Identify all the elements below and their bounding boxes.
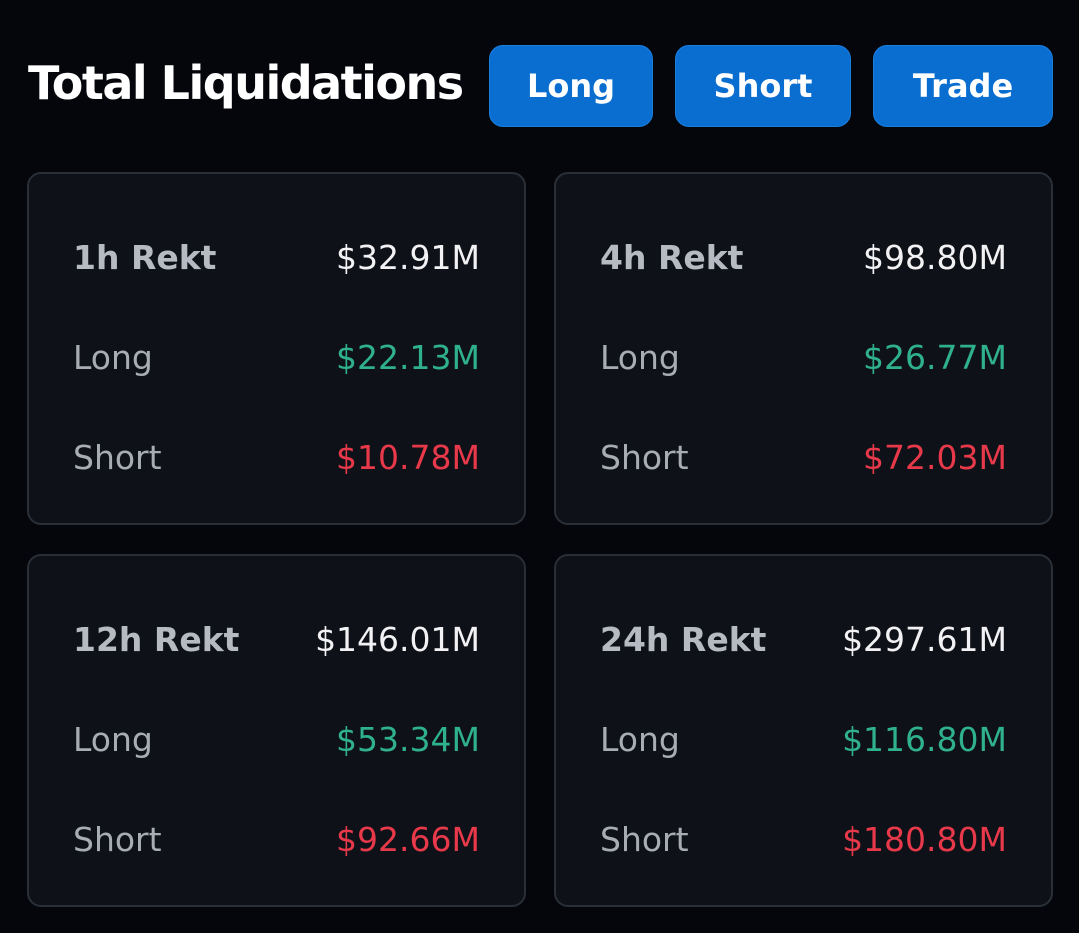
row-label: Long [600,337,680,377]
stat-row: Short $180.80M [600,814,1007,864]
stat-row: Short $92.66M [73,814,480,864]
row-label: Short [600,437,689,477]
row-value: $92.66M [336,819,480,859]
row-label: Short [73,819,162,859]
row-value: $32.91M [336,237,480,277]
row-value: $297.61M [842,619,1007,659]
stat-row: Long $116.80M [600,714,1007,764]
trade-button[interactable]: Trade [873,45,1053,127]
stat-row: 1h Rekt $32.91M [73,232,480,282]
stat-row: Short $72.03M [600,432,1007,482]
stat-row: Short $10.78M [73,432,480,482]
row-label: 1h Rekt [73,237,217,277]
row-value: $22.13M [336,337,480,377]
row-label: Long [600,719,680,759]
row-label: 24h Rekt [600,619,767,659]
stat-row: Long $26.77M [600,332,1007,382]
row-value: $26.77M [863,337,1007,377]
row-value: $146.01M [315,619,480,659]
row-value: $72.03M [863,437,1007,477]
stat-card: 24h Rekt $297.61M Long $116.80M Short $180.80… [554,554,1053,907]
row-label: Short [600,819,689,859]
row-value: $116.80M [842,719,1007,759]
row-value: $180.80M [842,819,1007,859]
stat-card: 4h Rekt $98.80M Long $26.77M Short $72.03M [554,172,1053,525]
stat-card: 1h Rekt $32.91M Long $22.13M Short $10.78M [27,172,526,525]
row-label: Long [73,719,153,759]
stat-row: Long $22.13M [73,332,480,382]
stat-row: Long $53.34M [73,714,480,764]
stat-card: 12h Rekt $146.01M Long $53.34M Short $92.66M [27,554,526,907]
row-value: $53.34M [336,719,480,759]
short-button[interactable]: Short [675,45,851,127]
title: Total Liquidations [28,56,464,110]
stat-row: 4h Rekt $98.80M [600,232,1007,282]
row-value: $98.80M [863,237,1007,277]
row-label: 4h Rekt [600,237,744,277]
long-button[interactable]: Long [489,45,653,127]
row-label: Short [73,437,162,477]
row-label: Long [73,337,153,377]
stat-row: 12h Rekt $146.01M [73,614,480,664]
stat-row: 24h Rekt $297.61M [600,614,1007,664]
row-value: $10.78M [336,437,480,477]
row-label: 12h Rekt [73,619,240,659]
